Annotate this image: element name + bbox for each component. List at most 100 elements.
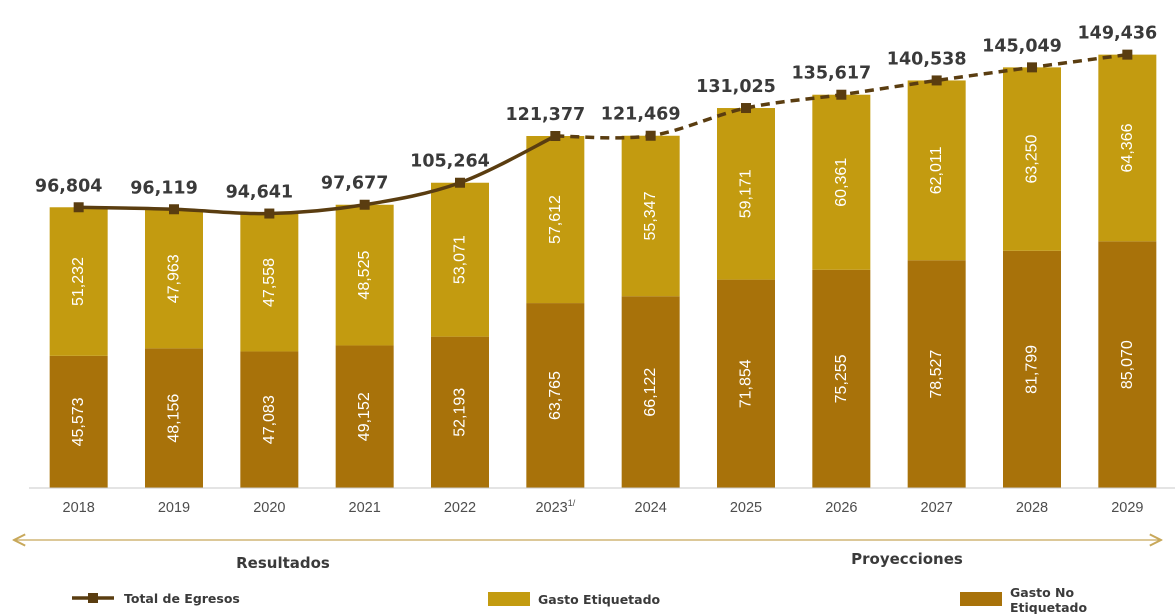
bar-label-etiquetado: 55,347 <box>642 191 659 240</box>
bar-label-no-etiquetado: 85,070 <box>1119 340 1136 389</box>
bar-label-etiquetado: 57,612 <box>547 195 564 244</box>
bar-no-etiquetado <box>812 269 871 488</box>
bar-label-no-etiquetado: 81,799 <box>1024 345 1041 394</box>
legend-item-no-etiquetado: Gasto No Etiquetado <box>960 585 1087 614</box>
bar-label-etiquetado: 59,171 <box>738 169 755 218</box>
bar-no-etiquetado <box>526 303 585 488</box>
x-tick-label: 2024 <box>635 500 667 516</box>
x-tick-label: 20231/ <box>535 498 575 516</box>
total-point <box>931 75 942 86</box>
total-line-layer: 96,804 96,119 94,641 97,677 105,264 121,377 12… <box>35 24 1157 219</box>
legend-marker-swatch <box>88 593 98 603</box>
x-tick-label: 2026 <box>825 500 857 516</box>
bar-label-etiquetado: 60,361 <box>833 158 850 207</box>
bar-etiquetado <box>335 204 394 346</box>
bar-etiquetado <box>1003 67 1061 251</box>
bar-label-no-etiquetado: 78,527 <box>928 350 945 399</box>
bar-label-no-etiquetado: 48,156 <box>166 394 183 443</box>
bar-label-etiquetado: 63,250 <box>1024 135 1041 184</box>
bar-label-etiquetado: 47,558 <box>261 258 278 307</box>
total-point <box>836 89 847 100</box>
total-point <box>264 208 275 219</box>
x-tick-label: 2028 <box>1016 500 1048 516</box>
legend-label-etiquetado: Gasto Etiquetado <box>538 592 661 607</box>
x-tick-label: 2029 <box>1111 500 1143 516</box>
total-point <box>73 202 84 213</box>
x-tick-label: 2018 <box>63 500 95 516</box>
bar-etiquetado <box>717 108 775 280</box>
legend-swatch-etiquetado <box>488 592 530 606</box>
bar-etiquetado <box>240 213 299 352</box>
bar-label-no-etiquetado: 63,765 <box>547 371 564 420</box>
bar-label-etiquetado: 48,525 <box>356 251 373 300</box>
bar-label-etiquetado: 62,011 <box>928 146 945 194</box>
legend-item-etiquetado: Gasto Etiquetado <box>488 592 661 607</box>
bar-label-no-etiquetado: 71,854 <box>738 359 755 408</box>
bar-no-etiquetado <box>717 279 775 488</box>
x-tick-label: 2027 <box>921 500 953 516</box>
total-label: 96,119 <box>130 178 198 198</box>
total-point <box>1122 49 1133 60</box>
legend-label-no-etiquetado-line1: Gasto No <box>1010 585 1075 600</box>
legend-label-total: Total de Egresos <box>124 591 240 606</box>
x-tick-label: 2025 <box>730 500 762 516</box>
bar-no-etiquetado <box>907 260 966 488</box>
total-label: 97,677 <box>321 174 389 194</box>
total-label: 145,049 <box>982 36 1062 56</box>
x-tick-label: 2021 <box>349 500 381 516</box>
period-label-proyecciones: Proyecciones <box>851 550 963 568</box>
bar-no-etiquetado <box>240 351 299 488</box>
bar-no-etiquetado <box>431 336 489 488</box>
x-tick-label: 2020 <box>253 500 285 516</box>
bar-label-no-etiquetado: 52,193 <box>452 388 469 437</box>
total-label: 121,377 <box>505 105 585 125</box>
bar-no-etiquetado <box>145 348 203 488</box>
bar-etiquetado <box>526 136 585 304</box>
bar-etiquetado <box>431 182 489 337</box>
legend-swatch-no-etiquetado <box>960 592 1002 606</box>
bar-etiquetado <box>621 135 680 297</box>
bar-etiquetado <box>1098 54 1157 242</box>
bar-no-etiquetado <box>621 296 680 488</box>
x-tick-label: 2022 <box>444 500 476 516</box>
total-label: 105,264 <box>410 152 490 172</box>
x-tick-superscript: 1/ <box>568 498 576 508</box>
total-label: 140,538 <box>887 49 967 69</box>
total-label: 131,025 <box>696 77 776 97</box>
x-tick-label: 2019 <box>158 500 190 516</box>
bar-no-etiquetado <box>1003 250 1061 488</box>
bar-label-etiquetado: 51,232 <box>70 257 87 306</box>
total-point <box>169 204 179 215</box>
bar-etiquetado <box>812 94 871 270</box>
bar-label-no-etiquetado: 49,152 <box>356 392 373 441</box>
total-label: 96,804 <box>35 176 103 196</box>
total-point <box>359 199 370 210</box>
bar-label-etiquetado: 53,071 <box>452 235 469 284</box>
bar-label-no-etiquetado: 75,255 <box>833 354 850 403</box>
bar-no-etiquetado <box>1098 241 1157 488</box>
total-label: 94,641 <box>226 183 294 203</box>
total-label: 149,436 <box>1077 24 1157 44</box>
bar-label-no-etiquetado: 47,083 <box>261 395 278 444</box>
bar-etiquetado <box>49 207 108 356</box>
bar-no-etiquetado <box>49 355 108 488</box>
total-point <box>741 103 751 114</box>
bar-etiquetado <box>145 209 203 349</box>
bar-label-no-etiquetado: 66,122 <box>642 368 659 417</box>
total-point <box>1027 62 1037 73</box>
total-point <box>645 130 656 141</box>
bar-label-etiquetado: 47,963 <box>166 254 183 303</box>
bar-no-etiquetado <box>335 345 394 488</box>
total-point <box>550 131 561 142</box>
period-label-resultados: Resultados <box>236 554 330 572</box>
total-point <box>455 177 465 188</box>
total-label: 135,617 <box>791 64 871 84</box>
legend: Total de Egresos Gasto Etiquetado Gasto … <box>72 585 1087 614</box>
bar-label-etiquetado: 64,366 <box>1119 123 1136 172</box>
total-label: 121,469 <box>601 105 681 125</box>
x-axis: 2018 2019 2020 2021 2022 20231/2024 2025 2026 20… <box>29 487 1175 516</box>
bars-layer: 45,573 51,232 48,156 47,963 47,083 47,558 49,1… <box>49 54 1157 488</box>
legend-label-no-etiquetado-line2: Etiquetado <box>1010 600 1087 614</box>
total-line-solid <box>78 134 557 216</box>
